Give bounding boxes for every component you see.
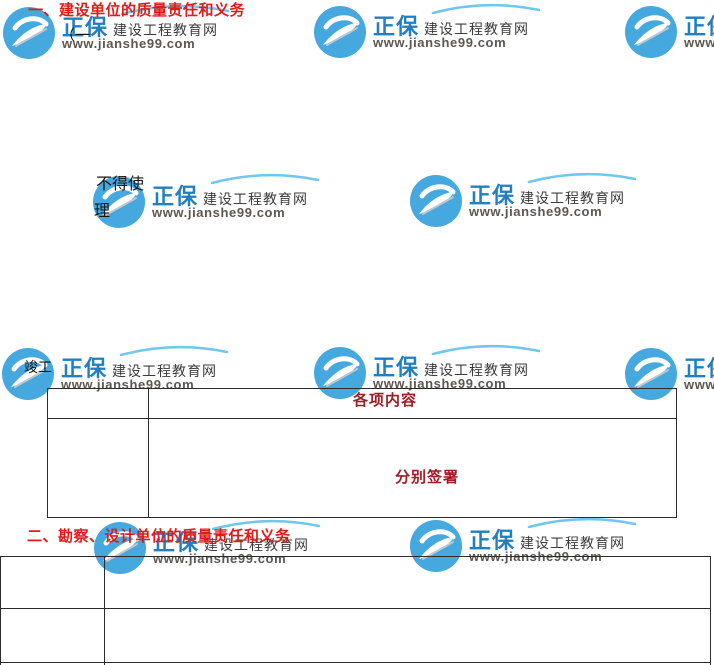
watermark-site-text: 建设工程教育网 — [424, 362, 530, 378]
watermark-site-text: 建设工程教育网 — [520, 535, 626, 551]
zhengbao-swoosh-icon — [314, 6, 366, 58]
table-column-divider — [104, 557, 105, 665]
watermark-logo: 正保 建设工程教育网 www.jianshe99.com — [314, 3, 541, 58]
watermark-brand-text: 正保 — [684, 356, 714, 381]
watermark-logo: 正保 建设工程教育网 www.jianshe99.com — [410, 172, 637, 227]
table-body-cell-text: 分别签署 — [395, 469, 460, 486]
table-column-divider — [148, 389, 149, 517]
watermark-logo: 正保 建设工程教育网 www.jianshe99.com — [625, 348, 714, 400]
table-row-divider — [1, 662, 710, 663]
zhengbao-swoosh-icon — [410, 520, 462, 572]
logo-arc-decoration — [210, 173, 320, 184]
zhengbao-swoosh-icon — [2, 348, 54, 400]
watermark-url-text: www.jianshe99.com — [469, 204, 603, 219]
text-fragment-jungong: 竣工 — [24, 359, 52, 375]
watermark-url-text: www.jianshe99.com — [62, 36, 196, 51]
watermark-logo: 正保 建设工程教育网 www.jianshe99.com — [314, 344, 541, 399]
logo-arc-decoration — [431, 3, 541, 14]
table-header-cell-text: 各项内容 — [353, 392, 418, 409]
watermark-brand-text: 正保 — [373, 355, 420, 380]
watermark-site-text: 建设工程教育网 — [113, 22, 219, 38]
text-fragment-li: 理 — [94, 203, 111, 220]
watermark-logo: 正保 建设工程教育网 www.jianshe99.com — [94, 519, 321, 574]
responsibility-table — [47, 388, 677, 518]
watermark-logo: 正保 建设工程教育网 www.jianshe99.com — [93, 173, 320, 228]
zhengbao-swoosh-icon — [410, 175, 462, 227]
watermark-brand-text: 正保 — [61, 356, 108, 381]
zhengbao-swoosh-icon — [625, 6, 677, 58]
table-row-divider — [1, 608, 710, 609]
watermark-site-text: 建设工程教育网 — [520, 190, 626, 206]
watermark-brand-text: 正保 — [152, 184, 199, 209]
watermark-url-text: www.jianshe99.com — [684, 377, 714, 392]
logo-arc-decoration — [527, 172, 637, 183]
logo-arc-decoration — [431, 344, 541, 355]
watermark-site-text: 建设工程教育网 — [204, 537, 310, 553]
text-fragment-budeshi: 不得使 — [96, 176, 145, 193]
section-1-heading: 一、建设单位的质量责任和义务 — [28, 2, 246, 19]
watermark-url-text: www.jianshe99.com — [373, 376, 507, 391]
watermark-brand-text: 正保 — [373, 14, 420, 39]
watermark-site-text: 建设工程教育网 — [424, 21, 530, 37]
table-row-divider — [48, 418, 676, 419]
watermark-url-text: www.jianshe99.com — [373, 35, 507, 50]
logo-arc-decoration — [211, 519, 321, 530]
survey-design-table — [0, 556, 711, 665]
watermark-url-text: www.jianshe99.com — [153, 551, 287, 566]
logo-arc-decoration — [119, 345, 229, 356]
watermark-logo: 正保 建设工程教育网 www.jianshe99.com — [3, 4, 230, 59]
watermark-url-text: www.jianshe99.com — [684, 35, 714, 50]
zhengbao-swoosh-icon — [94, 522, 146, 574]
logo-arc-decoration — [120, 4, 230, 15]
watermark-brand-text: 正保 — [469, 183, 516, 208]
watermark-brand-text: 正保 — [684, 14, 714, 39]
watermark-brand-text: 正保 — [62, 15, 109, 40]
watermark-site-text: 建设工程教育网 — [203, 191, 309, 207]
watermark-logo: 正保 建设工程教育网 www.jianshe99.com — [625, 6, 714, 58]
watermark-url-text: www.jianshe99.com — [152, 205, 286, 220]
watermark-logo: 正保 建设工程教育网 www.jianshe99.com — [410, 517, 637, 572]
text-fragment-paren: （一 — [60, 27, 91, 44]
zhengbao-swoosh-icon — [625, 348, 677, 400]
watermark-brand-text: 正保 — [469, 528, 516, 553]
section-2-heading: 二、勘察、设计单位的质量责任和义务 — [27, 528, 291, 545]
zhengbao-swoosh-icon — [3, 7, 55, 59]
zhengbao-swoosh-icon — [93, 176, 145, 228]
zhengbao-swoosh-icon — [314, 347, 366, 399]
watermark-site-text: 建设工程教育网 — [112, 363, 218, 379]
watermark-brand-text: 正保 — [153, 530, 200, 555]
logo-arc-decoration — [527, 517, 637, 528]
